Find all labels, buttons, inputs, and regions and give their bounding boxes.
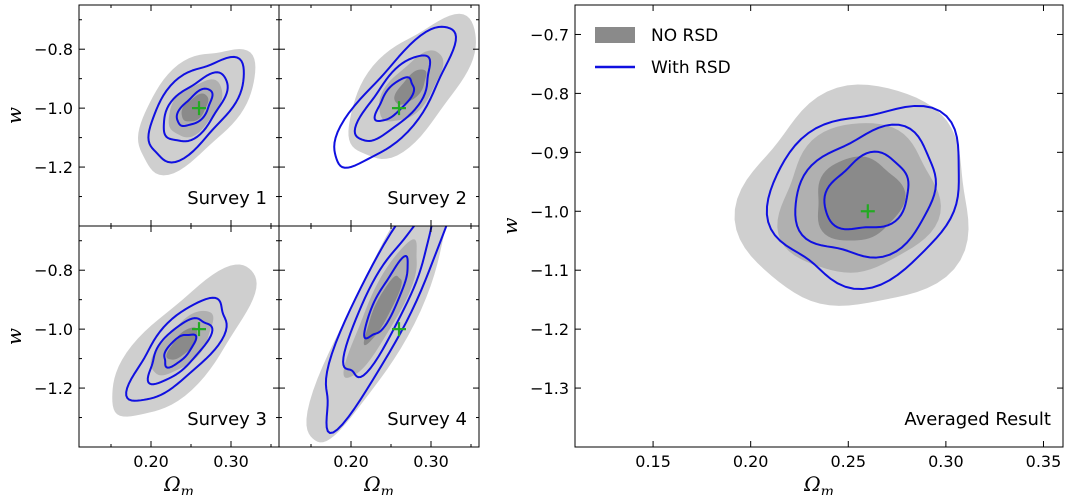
x-tick-label: 0.20 xyxy=(733,452,769,471)
x-tick-label: 0.35 xyxy=(1026,452,1062,471)
with-rsd-contour-2sigma xyxy=(342,226,433,379)
x-axis-label: Ωm xyxy=(363,472,394,495)
y-tick-label: −1.0 xyxy=(530,202,569,221)
x-tick-label: 0.30 xyxy=(413,452,449,471)
panel-survey-2: Survey 2 xyxy=(278,4,480,227)
fiducial-marker xyxy=(860,204,875,219)
x-tick-label: 0.20 xyxy=(333,452,369,471)
with-rsd-contour-2sigma xyxy=(794,123,937,259)
with-rsd-contour-3sigma xyxy=(363,254,409,340)
no-rsd-region-3sigma xyxy=(363,275,402,346)
with-rsd-contour-1sigma xyxy=(333,25,457,169)
legend-swatch-no-rsd xyxy=(595,27,635,43)
x-tick-label: 0.30 xyxy=(213,452,249,471)
with-rsd-contour-3sigma xyxy=(373,76,416,123)
with-rsd-contour-3sigma xyxy=(175,87,214,128)
y-tick-label: −0.7 xyxy=(530,25,569,44)
panel-label-averaged: Averaged Result xyxy=(904,409,1051,430)
y-tick-label: −1.2 xyxy=(530,320,569,339)
legend-label: With RSD xyxy=(651,58,731,78)
fiducial-marker xyxy=(192,322,206,337)
panel-survey-3: −0.8 −1.0 −1.2 0.20 0.30 w Ωm Survey 3 xyxy=(2,225,280,495)
x-tick-label: 0.15 xyxy=(635,452,671,471)
plot-area-survey-1 xyxy=(137,49,256,176)
y-tick-label: −1.2 xyxy=(34,379,73,398)
legend: NO RSD With RSD xyxy=(595,26,731,78)
x-tick-label: 0.25 xyxy=(830,452,866,471)
plot-area-survey-4 xyxy=(306,226,448,443)
fiducial-marker xyxy=(392,101,406,116)
with-rsd-contour-2sigma xyxy=(146,317,214,386)
panel-averaged: −0.7 −0.8 −0.9 −1.0 −1.1 −1.2 −1.3 0.15 0.20 0.25… xyxy=(498,4,1064,495)
panel-label-survey-3: Survey 3 xyxy=(187,409,267,430)
y-tick-label: −0.8 xyxy=(34,40,73,59)
axes-frame xyxy=(278,225,480,448)
legend-label: NO RSD xyxy=(651,26,718,46)
with-rsd-contour-3sigma xyxy=(823,150,910,231)
y-tick-label: −0.8 xyxy=(34,261,73,280)
x-axis-label: Ωm xyxy=(803,472,834,495)
fiducial-marker xyxy=(392,322,406,337)
y-tick-label: −1.1 xyxy=(530,261,569,280)
fiducial-marker xyxy=(192,101,206,116)
y-tick-label: −1.0 xyxy=(34,99,73,118)
panel-label-survey-4: Survey 4 xyxy=(387,409,467,430)
y-axis-label: w xyxy=(498,217,522,234)
with-rsd-contour-1sigma xyxy=(125,296,228,402)
x-tick-label: 0.30 xyxy=(928,452,964,471)
with-rsd-contour-3sigma xyxy=(163,333,198,369)
y-axis-label: w xyxy=(2,107,26,124)
with-rsd-contour-1sigma xyxy=(324,226,448,435)
with-rsd-contour-2sigma xyxy=(353,54,432,142)
panel-label-survey-1: Survey 1 xyxy=(187,188,267,209)
panel-survey-4: 0.20 0.30 Ωm Survey 4 xyxy=(278,225,480,495)
y-axis-label: w xyxy=(2,328,26,345)
y-tick-label: −1.0 xyxy=(34,320,73,339)
y-tick-label: −1.3 xyxy=(530,379,569,398)
with-rsd-contour-2sigma xyxy=(162,71,229,143)
with-rsd-contour-1sigma xyxy=(765,104,960,291)
y-tick-label: −0.8 xyxy=(530,84,569,103)
with-rsd-contour-1sigma xyxy=(147,55,245,164)
no-rsd-region-3sigma xyxy=(394,69,427,105)
panel-survey-1: −0.8 −1.0 −1.2 w Survey 1 xyxy=(2,4,280,227)
axes-frame xyxy=(574,4,1064,448)
plot-area-survey-2 xyxy=(333,13,476,169)
y-tick-label: −1.2 xyxy=(34,158,73,177)
plot-area-averaged xyxy=(734,84,969,306)
x-tick-label: 0.20 xyxy=(133,452,169,471)
panel-label-survey-2: Survey 2 xyxy=(387,188,467,209)
no-rsd-region-3sigma xyxy=(817,156,906,241)
x-axis-label: Ωm xyxy=(163,472,194,495)
y-tick-label: −0.9 xyxy=(530,143,569,162)
plot-area-survey-3 xyxy=(112,264,257,417)
